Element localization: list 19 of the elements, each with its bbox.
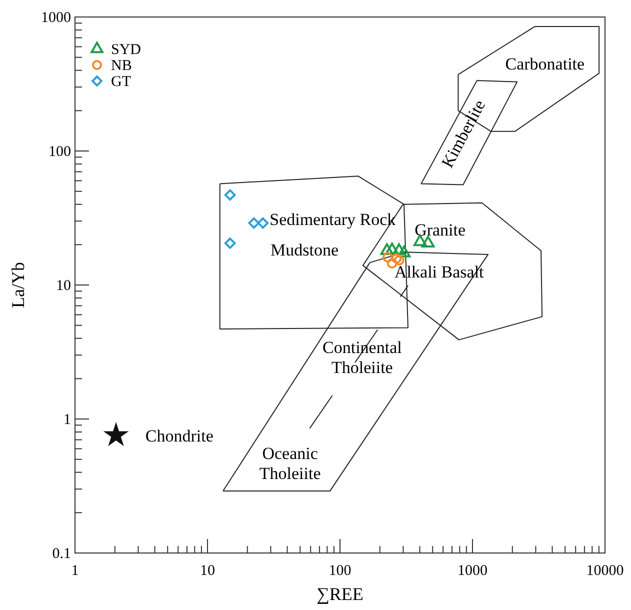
y-axis-title: La/Yb	[8, 262, 28, 308]
annotation: Oceanic Tholeiite	[259, 444, 321, 483]
x-tick-label: 1000	[458, 563, 488, 579]
legend-label: SYD	[111, 42, 142, 58]
y-tick-label: 10	[56, 278, 71, 294]
y-tick-label: 0.1	[52, 546, 71, 562]
x-tick-label: 10000	[586, 563, 624, 579]
y-tick-label: 100	[48, 144, 71, 160]
annotation: Mudstone	[270, 240, 339, 260]
x-axis-title: ∑REE	[316, 584, 364, 604]
annotation: Chondrite	[145, 426, 214, 446]
annotation: Granite	[414, 220, 466, 240]
legend-label: GT	[111, 74, 131, 90]
x-tick-label: 10	[200, 563, 215, 579]
annotation: Carbonatite	[505, 54, 585, 74]
y-tick-label: 1000	[41, 10, 71, 26]
legend-label: NB	[111, 58, 132, 74]
y-tick-label: 1	[64, 412, 71, 428]
x-tick-label: 100	[328, 563, 352, 579]
